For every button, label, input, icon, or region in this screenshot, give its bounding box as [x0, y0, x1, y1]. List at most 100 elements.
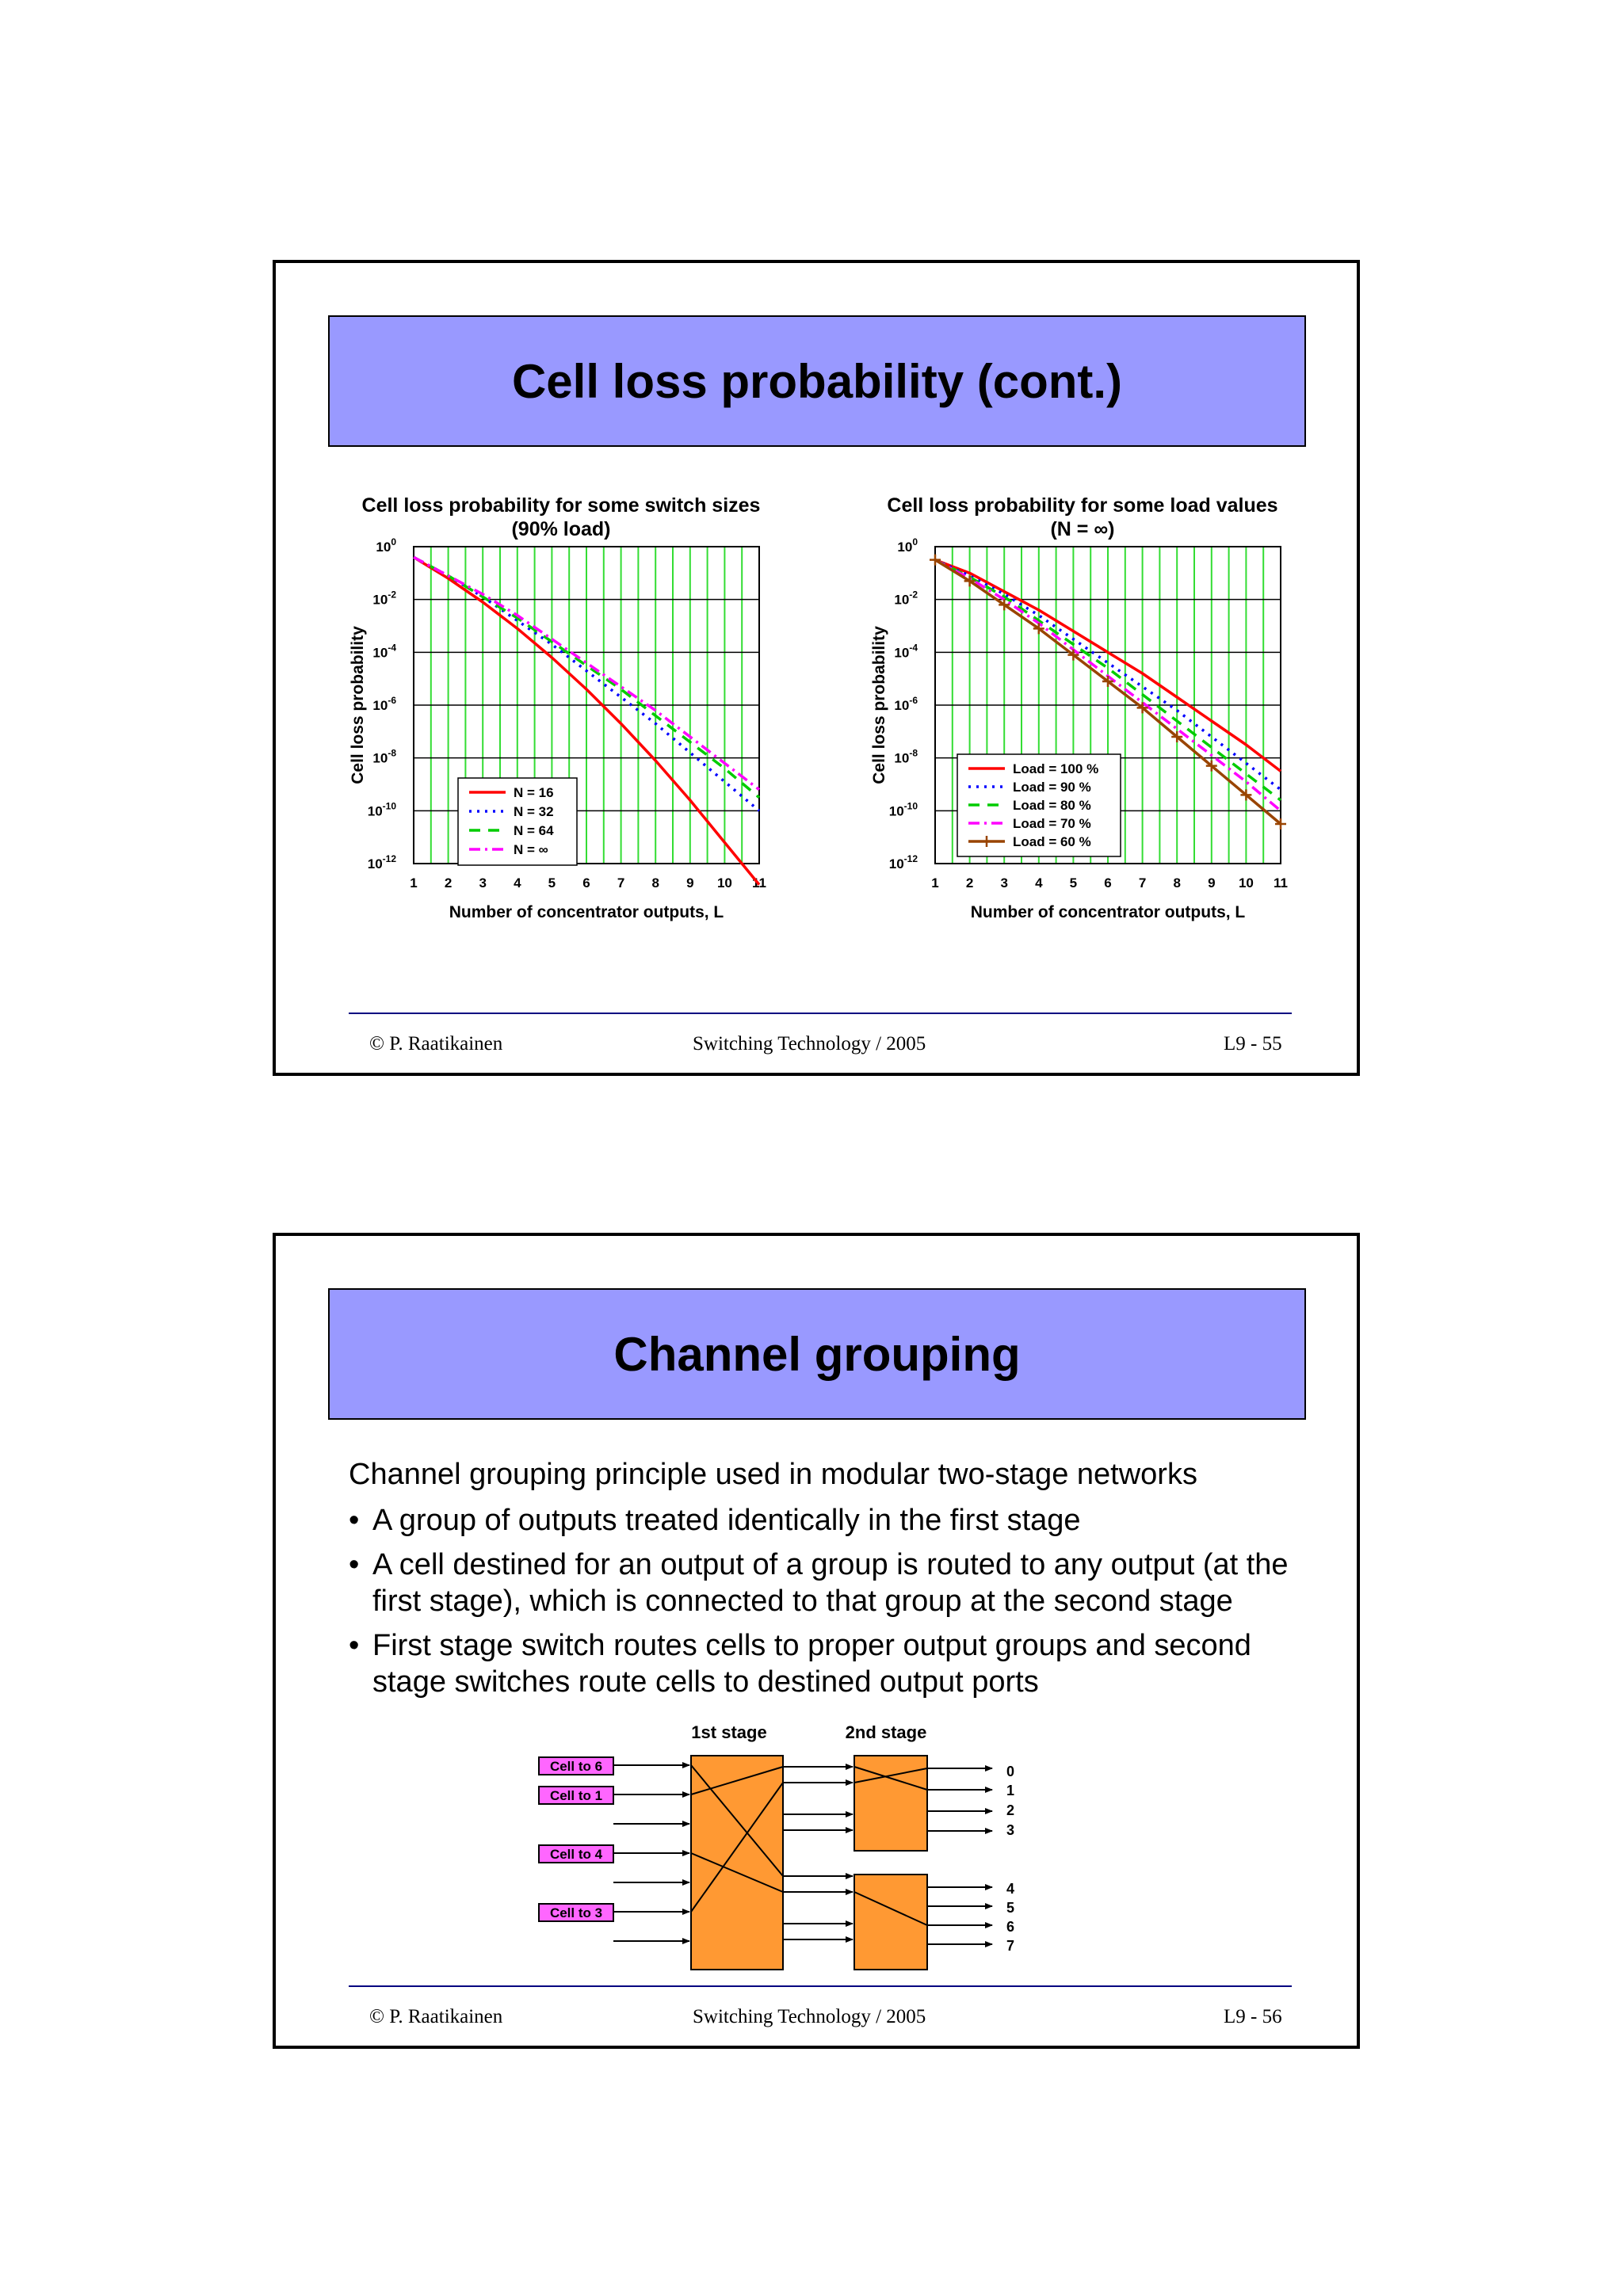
bullet-icon: •: [349, 1548, 360, 1581]
x-tick-label: 6: [582, 875, 590, 891]
slide-title: Channel grouping: [613, 1327, 1021, 1381]
slide-title-box: Channel grouping: [328, 1288, 1306, 1420]
stage2-switch-upper: [854, 1755, 928, 1852]
stage2-switch-lower: [854, 1874, 928, 1970]
series-marker: [1275, 818, 1286, 830]
x-axis-label: Number of concentrator outputs, L: [449, 903, 724, 921]
legend-label: Load = 60 %: [1013, 834, 1091, 849]
stage1-paths: [690, 1764, 784, 1913]
y-tick-label: 10-8: [894, 748, 918, 766]
series-marker: [1136, 702, 1148, 714]
chart-subtitle: (N = ∞): [1050, 518, 1114, 540]
input-arrows: [613, 1762, 690, 1944]
bullet-item: • First stage switch routes cells to prop…: [349, 1629, 1251, 1699]
stage1-label: 1st stage: [691, 1722, 766, 1742]
series-marker: [964, 575, 976, 587]
slide-title: Cell loss probability (cont.): [511, 354, 1123, 408]
output-port-label: 0: [1006, 1764, 1014, 1779]
series-marker: [1205, 760, 1217, 772]
y-tick-label: 10-12: [889, 853, 918, 871]
output-port-label: 5: [1006, 1900, 1014, 1916]
series-marker: [1102, 676, 1113, 687]
plot-frame: [413, 546, 760, 864]
footer-author: © P. Raatikainen: [369, 2006, 503, 2027]
series-line: [934, 559, 1282, 791]
cell-label-group: Cell to 6 Cell to 1 Cell to 4 Cell to 3: [538, 1756, 614, 1922]
footer-divider: [349, 1013, 1292, 1014]
y-tick-label: 10-12: [368, 853, 397, 871]
footer-course: Switching Technology / 2005: [693, 2006, 926, 2027]
output-port-label: 3: [1006, 1822, 1014, 1838]
slide-channel-grouping: Channel grouping Channel grouping princi…: [273, 1233, 1360, 2049]
output-port-label: 6: [1006, 1919, 1014, 1935]
x-tick-label: 10: [1239, 875, 1254, 891]
legend-label: N = ∞: [514, 842, 548, 857]
inter-stage-links: [783, 1764, 854, 1943]
x-tick-label: 11: [1274, 875, 1288, 891]
series-marker: [1171, 731, 1183, 742]
series-marker: [999, 599, 1010, 611]
x-tick-label: 9: [1208, 875, 1215, 891]
channel-grouping-diagram: 1st stage 2nd stage: [538, 1722, 1014, 1970]
y-axis-label: Cell loss probability: [870, 626, 888, 784]
y-tick-label: 10-2: [894, 589, 918, 608]
x-tick-label: 8: [1173, 875, 1180, 891]
series-line: [413, 555, 761, 799]
slide-body: Channel grouping principle used in modul…: [349, 1456, 1323, 1708]
footer-author: © P. Raatikainen: [369, 1033, 503, 1055]
x-tick-label: 1: [410, 875, 417, 891]
x-tick-label: 7: [617, 875, 624, 891]
legend-box: [957, 753, 1121, 857]
y-tick-label: 10-4: [372, 642, 396, 660]
series-marker: [1240, 789, 1252, 801]
x-tick-label: 2: [966, 875, 973, 891]
output-port-label: 2: [1006, 1802, 1014, 1818]
series-marker: [930, 554, 941, 566]
charts: Cell loss probability for some switch si…: [349, 494, 1288, 921]
footer-divider: [349, 1985, 1292, 1987]
plot-frame: [934, 546, 1281, 864]
cell-label: Cell to 1: [550, 1788, 602, 1803]
x-tick-label: 3: [1000, 875, 1007, 891]
y-tick-label: 100: [897, 536, 918, 555]
x-tick-label: 1: [931, 875, 938, 891]
series-marker: [1033, 623, 1044, 635]
bullet-item: • A cell destined for an output of a grou…: [349, 1548, 1289, 1618]
y-tick-label: 10-10: [889, 800, 918, 818]
series-line: [413, 555, 761, 812]
x-tick-label: 10: [717, 875, 732, 891]
cell-label: Cell to 6: [550, 1759, 602, 1774]
x-tick-label: 2: [445, 875, 452, 891]
y-axis-label: Cell loss probability: [349, 626, 367, 784]
legend-label: Load = 100 %: [1013, 761, 1098, 776]
intro-text: Channel grouping principle used in modul…: [349, 1458, 1197, 1491]
series-line: [413, 555, 761, 886]
x-tick-label: 5: [1070, 875, 1077, 891]
output-port-label: 1: [1006, 1783, 1014, 1798]
y-tick-label: 10-4: [894, 642, 918, 660]
series-marker: [1067, 649, 1079, 661]
cell-label: Cell to 4: [550, 1847, 603, 1862]
x-tick-label: 3: [479, 875, 486, 891]
y-tick-label: 100: [376, 536, 396, 555]
output-port-label: 7: [1006, 1938, 1014, 1954]
x-tick-label: 8: [651, 875, 659, 891]
bullet-icon: •: [349, 1629, 360, 1662]
stage2-label: 2nd stage: [846, 1722, 927, 1742]
x-tick-label: 7: [1139, 875, 1146, 891]
legend-label: N = 32: [514, 804, 554, 819]
series-line: [934, 559, 1282, 772]
stage2-paths: [854, 1766, 928, 1926]
y-tick-label: 10-8: [372, 748, 396, 766]
legend-label: Load = 80 %: [1013, 798, 1091, 813]
y-tick-label: 10-10: [368, 800, 397, 818]
x-tick-label: 9: [686, 875, 693, 891]
chart-1: Cell loss probability for some switch si…: [349, 494, 766, 921]
stage1-switch: [690, 1755, 784, 1970]
chart-title: Cell loss probability for some load valu…: [887, 494, 1277, 517]
x-tick-label: 4: [1035, 875, 1043, 891]
output-port-label: 4: [1006, 1881, 1014, 1897]
series-line: [934, 559, 1282, 802]
x-axis-label: Number of concentrator outputs, L: [971, 903, 1246, 921]
footer-page: L9 - 55: [1224, 1033, 1282, 1055]
